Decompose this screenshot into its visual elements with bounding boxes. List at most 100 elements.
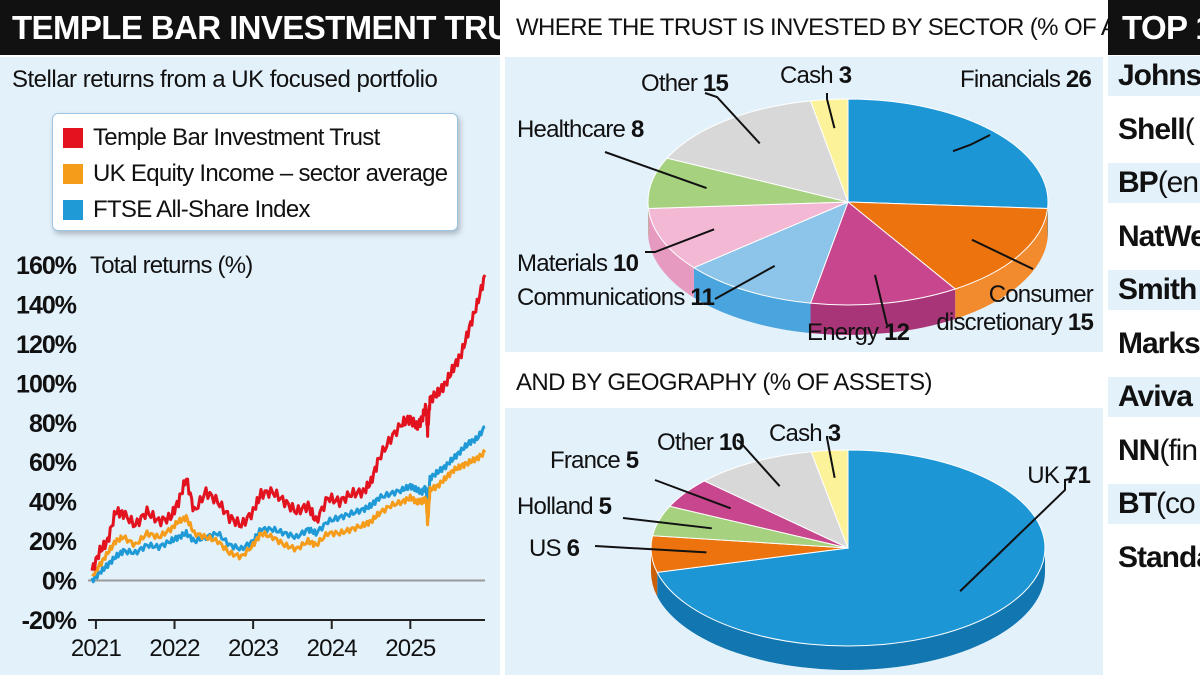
line-series-ftse-all-share-index bbox=[90, 425, 486, 584]
sector-value-healthcare: 8 bbox=[625, 116, 644, 143]
top10-item-6: Marks bbox=[1108, 323, 1200, 364]
sector-label-healthcare: Healthcare 8 bbox=[517, 116, 644, 143]
sector-side-energy bbox=[810, 288, 956, 336]
top10-item-5: Smith bbox=[1108, 270, 1200, 310]
y-tick-label-100: 100% bbox=[16, 370, 77, 398]
sector-leader-financials bbox=[952, 134, 991, 153]
top10-item-4: NatWe bbox=[1108, 216, 1200, 257]
x-tick-label-2022: 2022 bbox=[149, 635, 200, 662]
geo-leader-holland bbox=[622, 517, 712, 530]
y-tick-label-120: 120% bbox=[16, 331, 77, 359]
sector-slice-cash bbox=[809, 98, 849, 203]
legend-label-sector-average: UK Equity Income – sector average bbox=[93, 160, 448, 187]
sector-label-materials: Materials 10 bbox=[517, 250, 639, 277]
legend-entry-temple-bar: Temple Bar Investment Trust bbox=[63, 120, 447, 156]
sector-label-cash: Cash 3 bbox=[780, 62, 852, 89]
geo-label-us: US 6 bbox=[529, 535, 580, 562]
legend-entry-sector-average: UK Equity Income – sector average bbox=[63, 156, 448, 192]
sector-label-energy: Energy 12 bbox=[807, 319, 910, 346]
sector-slice-consumer-discretionary bbox=[846, 201, 1049, 290]
geo-slice-other bbox=[703, 451, 849, 549]
top10-item-7: Aviva bbox=[1108, 377, 1200, 417]
geo-value-france: 5 bbox=[620, 447, 639, 474]
sector-leader-other bbox=[704, 92, 761, 145]
sector-slice-financials bbox=[847, 98, 1049, 209]
y-tick-label-160: 160% bbox=[16, 252, 77, 280]
top10-item-1: Johns bbox=[1108, 56, 1200, 96]
line-series-uk-equity-income-sector-average bbox=[91, 449, 487, 577]
sector-slice-other bbox=[666, 100, 849, 203]
sector-label-communications: Communications 11 bbox=[517, 284, 715, 311]
sector-leader-consumer-discretionary bbox=[971, 238, 1034, 270]
returns-panel-title: TEMPLE BAR INVESTMENT TRUST bbox=[0, 0, 500, 55]
geography-title-bar bbox=[505, 352, 1103, 408]
y-tick-label-40: 40% bbox=[29, 489, 77, 517]
geo-leader-us bbox=[594, 545, 707, 554]
geo-leader-other bbox=[736, 439, 781, 487]
geo-leader-cash bbox=[826, 436, 836, 478]
sector-slice-communications bbox=[692, 201, 849, 304]
sector-side-communications bbox=[693, 267, 811, 334]
x-tick-label-2021: 2021 bbox=[71, 635, 122, 662]
y-tick-label-80: 80% bbox=[29, 410, 77, 438]
x-tick-label-2023: 2023 bbox=[228, 635, 279, 662]
sector-value-materials: 10 bbox=[607, 250, 638, 277]
top10-panel-title: TOP 10 bbox=[1108, 0, 1200, 55]
sector-leader-energy bbox=[874, 274, 888, 326]
legend-swatch-temple-bar bbox=[63, 128, 83, 148]
sector-side-consumer-discretionary bbox=[955, 208, 1048, 319]
sector-value-financials: 26 bbox=[1060, 66, 1091, 93]
sector-slice-energy bbox=[809, 201, 957, 306]
returns-line-chart: -20% 0% 20% 40% 60% 80% 100% 120% 140% 160% 2021 20… bbox=[16, 252, 487, 662]
legend-entry-ftse-all-share: FTSE All-Share Index bbox=[63, 192, 447, 228]
geo-slice-uk bbox=[656, 449, 1046, 647]
geo-label-uk: UK 71 bbox=[1027, 462, 1090, 489]
sector-value-energy: 12 bbox=[878, 319, 909, 346]
geo-label-cash: Cash 3 bbox=[769, 420, 841, 447]
geo-label-france: France 5 bbox=[550, 447, 639, 474]
sector-leader-healthcare bbox=[604, 151, 707, 190]
sector-pie-title: WHERE THE TRUST IS INVESTED BY SECTOR (%… bbox=[516, 14, 1200, 41]
geo-label-other: Other 10 bbox=[657, 429, 744, 456]
line-series-temple-bar-investment-trust bbox=[90, 274, 487, 571]
legend-swatch-ftse-all-share bbox=[63, 200, 83, 220]
legend-swatch-sector-average bbox=[63, 164, 83, 184]
geo-leader-france bbox=[654, 479, 732, 510]
geo-leader-uk bbox=[959, 477, 1076, 592]
sector-label-financials: Financials 26 bbox=[960, 66, 1091, 93]
x-tick-label-2025: 2025 bbox=[385, 635, 436, 662]
y-tick-label-0: 0% bbox=[42, 568, 77, 596]
top10-item-3: BP (en bbox=[1108, 163, 1200, 203]
returns-panel-subtitle: Stellar returns from a UK focused portfo… bbox=[12, 66, 438, 93]
geo-side-uk bbox=[657, 548, 1045, 670]
sector-label-consumer-discretionary-line1: Consumer bbox=[989, 281, 1094, 308]
geo-value-uk: 71 bbox=[1059, 462, 1090, 489]
sector-label-consumer-discretionary-line2: discretionary 15 bbox=[936, 309, 1093, 336]
geography-pie-chart: UK 71 US 6 Holland 5 France 5 Other 10 Cash 3 bbox=[517, 420, 1091, 670]
geo-value-other: 10 bbox=[713, 429, 744, 456]
geo-value-holland: 5 bbox=[593, 493, 612, 520]
legend-label-ftse-all-share: FTSE All-Share Index bbox=[93, 196, 310, 223]
legend-label-temple-bar: Temple Bar Investment Trust bbox=[93, 124, 380, 151]
sector-label-other: Other 15 bbox=[641, 70, 728, 97]
top10-item-10: Standa bbox=[1108, 537, 1200, 578]
top10-item-2: Shell ( bbox=[1108, 109, 1200, 150]
geo-value-us: 6 bbox=[561, 535, 580, 562]
geo-side-us bbox=[651, 548, 658, 597]
geography-pie-title: AND BY GEOGRAPHY (% OF ASSETS) bbox=[516, 369, 932, 396]
sector-leader-materials bbox=[645, 228, 715, 253]
sector-side-materials bbox=[648, 208, 694, 298]
y-tick-label-20: -20% bbox=[22, 607, 77, 635]
geo-label-holland: Holland 5 bbox=[517, 493, 612, 520]
returns-chart-legend: Temple Bar Investment Trust UK Equity In… bbox=[52, 113, 458, 231]
sector-leader-cash bbox=[826, 93, 836, 129]
y-tick-label-20: 20% bbox=[29, 528, 77, 556]
top10-item-9: BT (co bbox=[1108, 484, 1200, 524]
geo-value-cash: 3 bbox=[822, 420, 841, 447]
x-tick-label-2024: 2024 bbox=[307, 635, 358, 662]
sector-slice-healthcare bbox=[647, 157, 849, 209]
sector-value-cash: 3 bbox=[833, 62, 852, 89]
y-tick-label-140: 140% bbox=[16, 291, 77, 319]
sector-leader-communications bbox=[714, 264, 776, 300]
